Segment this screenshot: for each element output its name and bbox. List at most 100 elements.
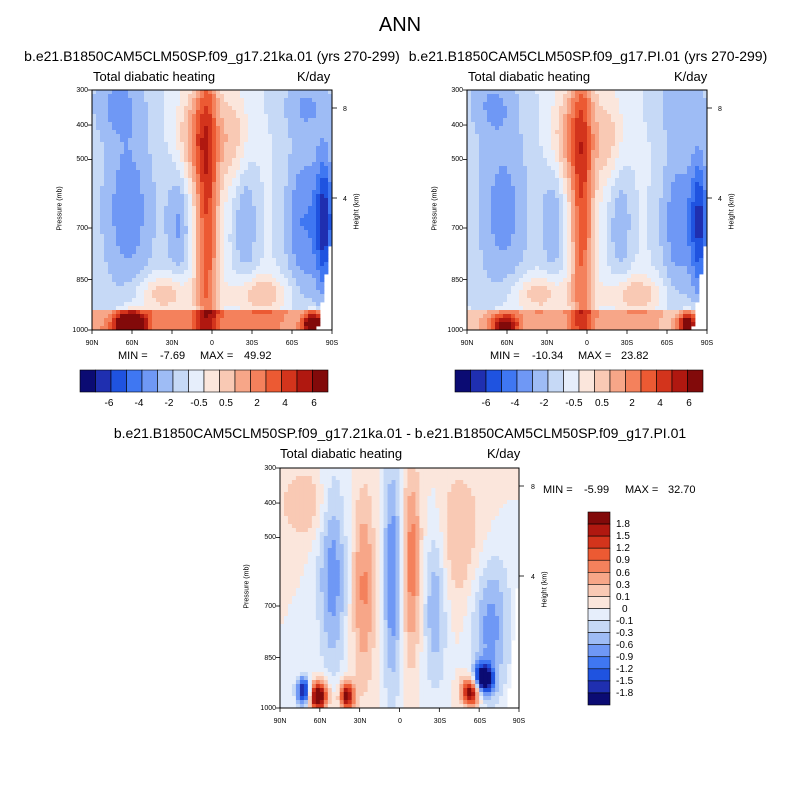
field-cell bbox=[479, 254, 484, 259]
field-cell bbox=[264, 286, 269, 291]
field-cell bbox=[252, 122, 257, 127]
field-cell bbox=[260, 110, 265, 115]
field-cell bbox=[555, 198, 560, 203]
field-cell bbox=[184, 170, 189, 175]
field-cell bbox=[244, 146, 249, 151]
field-cell bbox=[495, 262, 500, 267]
field-cell bbox=[272, 282, 277, 287]
field-cell bbox=[96, 94, 101, 99]
field-cell bbox=[108, 186, 113, 191]
field-cell bbox=[92, 110, 97, 115]
field-cell bbox=[216, 302, 221, 307]
field-cell bbox=[471, 106, 476, 111]
field-cell bbox=[172, 162, 177, 167]
field-cell bbox=[140, 210, 145, 215]
field-cell bbox=[232, 250, 237, 255]
field-cell bbox=[264, 322, 269, 327]
field-cell bbox=[228, 190, 233, 195]
field-cell bbox=[192, 110, 197, 115]
field-cell bbox=[120, 150, 125, 155]
field-cell bbox=[124, 302, 129, 307]
field-cell bbox=[487, 110, 492, 115]
field-cell bbox=[535, 302, 540, 307]
field-cell bbox=[300, 322, 305, 327]
field-cell bbox=[272, 130, 277, 135]
field-cell bbox=[555, 210, 560, 215]
field-cell bbox=[495, 250, 500, 255]
field-cell bbox=[108, 310, 113, 315]
field-cell bbox=[168, 234, 173, 239]
field-cell bbox=[244, 246, 249, 251]
field-cell bbox=[483, 290, 488, 295]
field-cell bbox=[300, 98, 305, 103]
field-cell bbox=[244, 202, 249, 207]
field-cell bbox=[507, 254, 512, 259]
field-cell bbox=[224, 226, 229, 231]
field-cell bbox=[471, 170, 476, 175]
field-cell bbox=[499, 202, 504, 207]
field-cell bbox=[272, 150, 277, 155]
field-cell bbox=[132, 138, 137, 143]
field-cell bbox=[264, 310, 269, 315]
field-cell bbox=[224, 258, 229, 263]
field-cell bbox=[100, 118, 105, 123]
field-cell bbox=[240, 174, 245, 179]
field-cell bbox=[272, 250, 277, 255]
field-cell bbox=[224, 218, 229, 223]
field-cell bbox=[324, 190, 329, 195]
field-cell bbox=[288, 166, 293, 171]
field-cell bbox=[256, 98, 261, 103]
field-cell bbox=[220, 294, 225, 299]
field-cell bbox=[96, 282, 101, 287]
field-cell bbox=[116, 202, 121, 207]
field-cell bbox=[120, 262, 125, 267]
field-cell bbox=[328, 222, 333, 227]
field-cell bbox=[487, 186, 492, 191]
field-cell bbox=[156, 174, 161, 179]
field-cell bbox=[523, 222, 528, 227]
field-cell bbox=[172, 146, 177, 151]
field-cell bbox=[547, 106, 552, 111]
field-cell bbox=[471, 262, 476, 267]
field-cell bbox=[276, 118, 281, 123]
field-cell bbox=[156, 166, 161, 171]
field-cell bbox=[252, 94, 257, 99]
field-cell bbox=[499, 322, 504, 327]
field-cell bbox=[100, 218, 105, 223]
field-cell bbox=[268, 246, 273, 251]
field-cell bbox=[272, 270, 277, 275]
field-cell bbox=[104, 246, 109, 251]
field-cell bbox=[236, 190, 241, 195]
field-cell bbox=[92, 150, 97, 155]
field-cell bbox=[272, 122, 277, 127]
field-cell bbox=[168, 138, 173, 143]
field-cell bbox=[300, 286, 305, 291]
field-cell bbox=[92, 146, 97, 151]
field-cell bbox=[184, 90, 189, 95]
field-cell bbox=[268, 98, 273, 103]
field-cell bbox=[479, 154, 484, 159]
field-cell bbox=[192, 314, 197, 319]
field-cell bbox=[292, 182, 297, 187]
field-cell bbox=[136, 102, 141, 107]
field-cell bbox=[112, 306, 117, 311]
field-cell bbox=[208, 214, 213, 219]
field-cell bbox=[284, 194, 289, 199]
field-cell bbox=[192, 134, 197, 139]
field-cell bbox=[160, 282, 165, 287]
field-cell bbox=[252, 258, 257, 263]
field-cell bbox=[551, 162, 556, 167]
field-cell bbox=[543, 298, 548, 303]
field-cell bbox=[296, 206, 301, 211]
field-cell bbox=[228, 130, 233, 135]
field-cell bbox=[312, 114, 317, 119]
field-cell bbox=[296, 190, 301, 195]
field-cell bbox=[208, 218, 213, 223]
field-cell bbox=[487, 146, 492, 151]
field-cell bbox=[547, 238, 552, 243]
field-cell bbox=[128, 154, 133, 159]
field-cell bbox=[312, 118, 317, 123]
field-cell bbox=[475, 286, 480, 291]
field-cell bbox=[515, 154, 520, 159]
field-cell bbox=[523, 118, 528, 123]
